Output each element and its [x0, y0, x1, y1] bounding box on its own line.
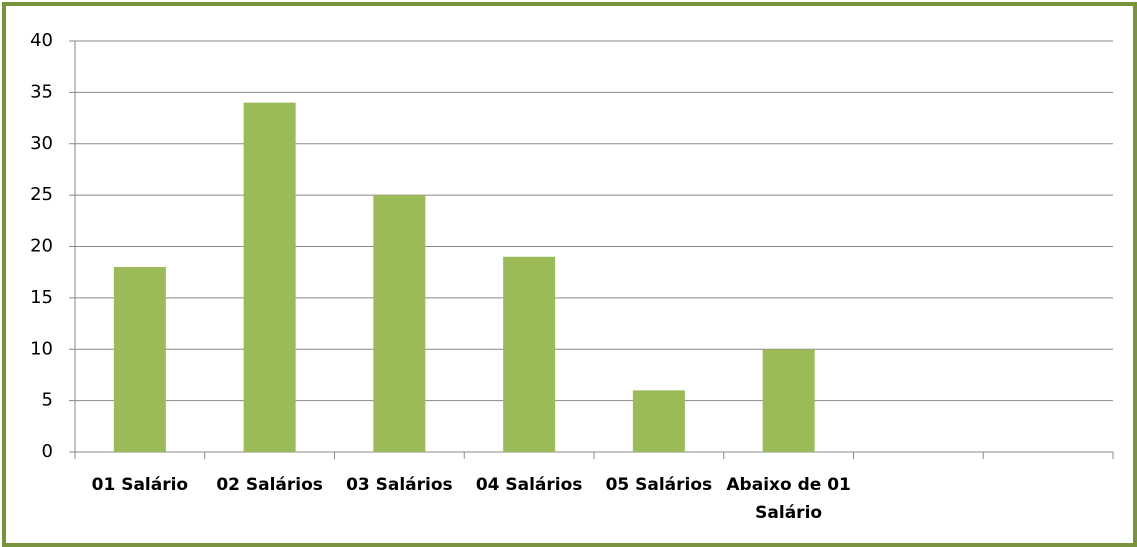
bar	[503, 256, 556, 452]
y-tick-label: 40	[30, 30, 53, 51]
bar	[373, 195, 426, 452]
x-tick-label: 03 Salários	[346, 475, 453, 495]
y-tick-label: 35	[30, 81, 53, 102]
x-tick-label: 05 Salários	[605, 475, 713, 495]
x-tick-label: 01 Salário	[91, 475, 189, 495]
y-tick-label: 5	[42, 390, 53, 411]
x-tick-label: 04 Salários	[475, 475, 583, 495]
bar	[243, 102, 296, 453]
bar	[632, 390, 685, 452]
y-tick-label: 0	[42, 441, 53, 462]
y-tick-label: 20	[30, 236, 53, 257]
x-tick-label: Abaixo de 01 Salário	[726, 475, 851, 523]
x-tick-label: 02 Salários	[216, 475, 323, 495]
y-tick-label: 10	[30, 338, 53, 359]
y-tick-label: 30	[30, 133, 53, 154]
bar	[113, 267, 166, 452]
y-tick-label: 25	[30, 184, 53, 205]
bar	[762, 349, 815, 452]
y-tick-label: 15	[30, 287, 53, 308]
